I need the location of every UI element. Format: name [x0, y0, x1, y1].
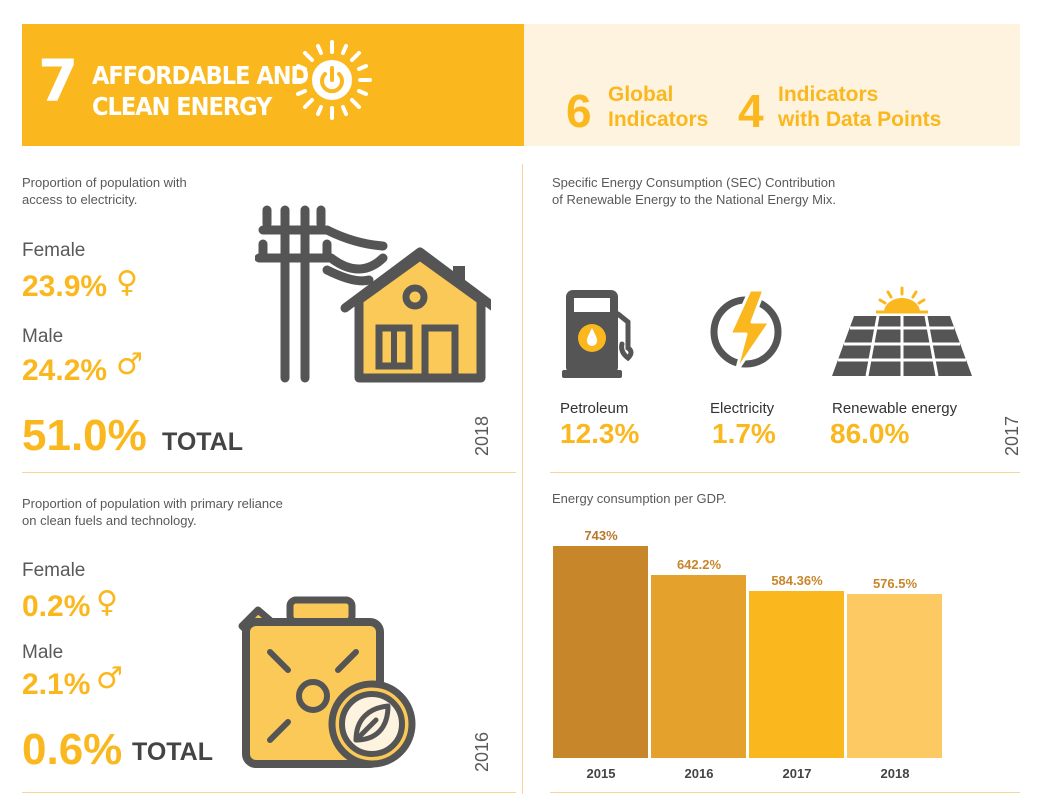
electricity-total-label: TOTAL: [162, 428, 244, 456]
male-icon: ♂: [96, 661, 123, 696]
clean-fuels-total-label: TOTAL: [132, 738, 214, 766]
goal-banner: [22, 24, 524, 146]
electricity-total-value: 51.0%: [22, 411, 147, 460]
energy-mix-caption-line2: of Renewable Energy to the National Ener…: [552, 192, 836, 207]
power-sun-icon: [292, 40, 372, 120]
electricity-female-value: 23.9%: [22, 270, 108, 303]
goal-title-line1: AFFORDABLE AND: [92, 61, 309, 90]
clean-fuels-year: 2016: [472, 731, 492, 772]
bar-category-label: 2016: [684, 766, 714, 781]
clean-fuels-female-value: 0.2%: [22, 590, 91, 623]
indicator-stats-panel: [524, 24, 1020, 146]
clean-fuels-caption-line1: Proportion of population with primary re…: [22, 496, 283, 511]
bar-category-label: 2015: [586, 766, 616, 781]
chart-separator: [550, 792, 1020, 793]
clean-fuels-female-label: Female: [22, 560, 86, 581]
bar-value-label: 743%: [584, 528, 618, 543]
global-indicators-line1: Global: [608, 83, 674, 106]
electricity-female-label: Female: [22, 240, 86, 261]
global-indicators-label: Global Indicators: [608, 82, 708, 132]
global-indicators-count: 6: [566, 85, 592, 137]
female-icon: ♀: [116, 265, 138, 300]
lightning-bolt-icon: [710, 288, 782, 374]
male-icon: ♂: [116, 347, 143, 382]
data-indicators-line1: Indicators: [778, 83, 879, 106]
goal-number: 7: [38, 47, 79, 115]
bar-value-label: 642.2%: [676, 557, 722, 572]
clean-fuels-male-value: 2.1%: [22, 668, 91, 701]
power-pole-house-icon: [255, 205, 491, 383]
energy-mix-item-label-renewable: Renewable energy: [832, 400, 958, 417]
data-indicators-line2: with Data Points: [778, 108, 942, 131]
fuel-pump-icon: [562, 290, 634, 378]
electricity-caption: Proportion of population with access to …: [22, 174, 187, 208]
energy-mix-year: 2017: [1002, 415, 1022, 456]
electricity-caption-line2: access to electricity.: [22, 192, 138, 207]
goal-title: AFFORDABLE AND CLEAN ENERGY: [92, 60, 309, 122]
bar-category-label: 2017: [782, 766, 812, 781]
goal-title-line2: CLEAN ENERGY: [92, 92, 272, 121]
data-indicators-label: Indicators with Data Points: [778, 82, 941, 132]
bar-2016: [651, 575, 746, 758]
global-indicators-line2: Indicators: [608, 108, 709, 131]
clean-fuels-separator: [22, 792, 516, 793]
bar-2017: [749, 591, 844, 758]
energy-mix-item-label-electricity: Electricity: [710, 400, 775, 417]
electricity-caption-line1: Proportion of population with: [22, 175, 187, 190]
solar-panel-icon: [832, 286, 972, 377]
electricity-year: 2018: [472, 415, 492, 456]
energy-mix-separator: [550, 472, 1020, 473]
energy-mix-caption-line1: Specific Energy Consumption (SEC) Contri…: [552, 175, 836, 190]
female-icon: ♀: [96, 585, 118, 620]
clean-fuels-male-label: Male: [22, 642, 64, 663]
chart-title: Energy consumption per GDP.: [552, 491, 727, 506]
energy-mix-caption: Specific Energy Consumption (SEC) Contri…: [552, 174, 836, 208]
energy-mix-item-value-petroleum: 12.3%: [560, 418, 640, 449]
bar-value-label: 584.36%: [771, 573, 823, 588]
energy-mix-item-value-electricity: 1.7%: [712, 418, 776, 449]
clean-fuels-caption-line2: on clean fuels and technology.: [22, 513, 197, 528]
electricity-separator: [22, 472, 516, 473]
clean-fuels-caption: Proportion of population with primary re…: [22, 495, 283, 529]
bar-2018: [847, 594, 942, 758]
energy-mix-item-value-renewable: 86.0%: [830, 418, 910, 449]
bar-value-label: 576.5%: [872, 576, 918, 591]
data-indicators-count: 4: [738, 85, 764, 137]
clean-fuels-total-value: 0.6%: [22, 725, 123, 774]
bar-2015: [553, 546, 648, 758]
fuel-canister-leaf-icon: [238, 596, 416, 768]
electricity-male-label: Male: [22, 326, 64, 347]
electricity-male-value: 24.2%: [22, 354, 108, 387]
column-divider: [522, 164, 523, 794]
bar-category-label: 2018: [880, 766, 910, 781]
energy-mix-item-label-petroleum: Petroleum: [560, 400, 629, 417]
